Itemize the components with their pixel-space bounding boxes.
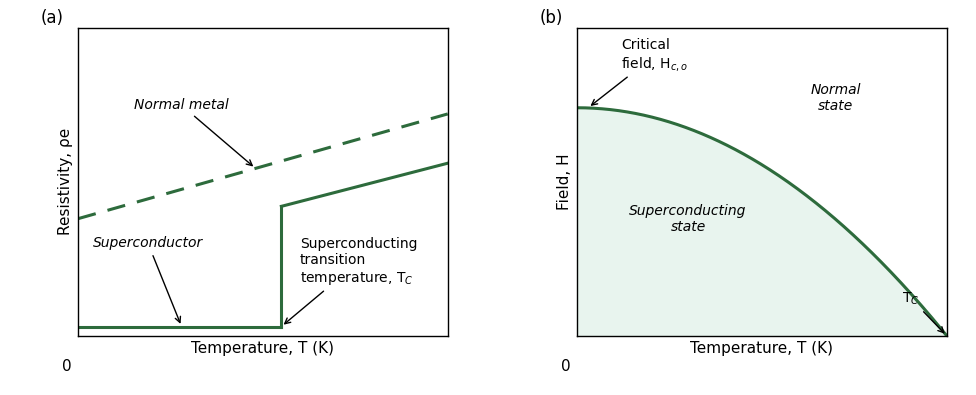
Text: 0: 0 bbox=[561, 359, 571, 374]
X-axis label: Temperature, T (K): Temperature, T (K) bbox=[191, 341, 335, 356]
Text: Superconducting
transition
temperature, T$_C$: Superconducting transition temperature, … bbox=[285, 237, 418, 324]
Text: Superconductor: Superconductor bbox=[93, 236, 203, 322]
Text: Normal metal: Normal metal bbox=[134, 98, 252, 166]
Y-axis label: Field, H: Field, H bbox=[556, 153, 572, 210]
Text: Critical
field, H$_{c,o}$: Critical field, H$_{c,o}$ bbox=[591, 38, 689, 105]
Text: Superconducting
state: Superconducting state bbox=[630, 203, 747, 234]
Text: (b): (b) bbox=[540, 9, 563, 27]
Text: T$_C$: T$_C$ bbox=[903, 291, 944, 333]
Y-axis label: Resistivity, ρe: Resistivity, ρe bbox=[58, 128, 72, 235]
Text: (a): (a) bbox=[41, 9, 64, 27]
Text: 0: 0 bbox=[62, 359, 72, 374]
Text: Normal
state: Normal state bbox=[811, 83, 861, 113]
X-axis label: Temperature, T (K): Temperature, T (K) bbox=[690, 341, 834, 356]
